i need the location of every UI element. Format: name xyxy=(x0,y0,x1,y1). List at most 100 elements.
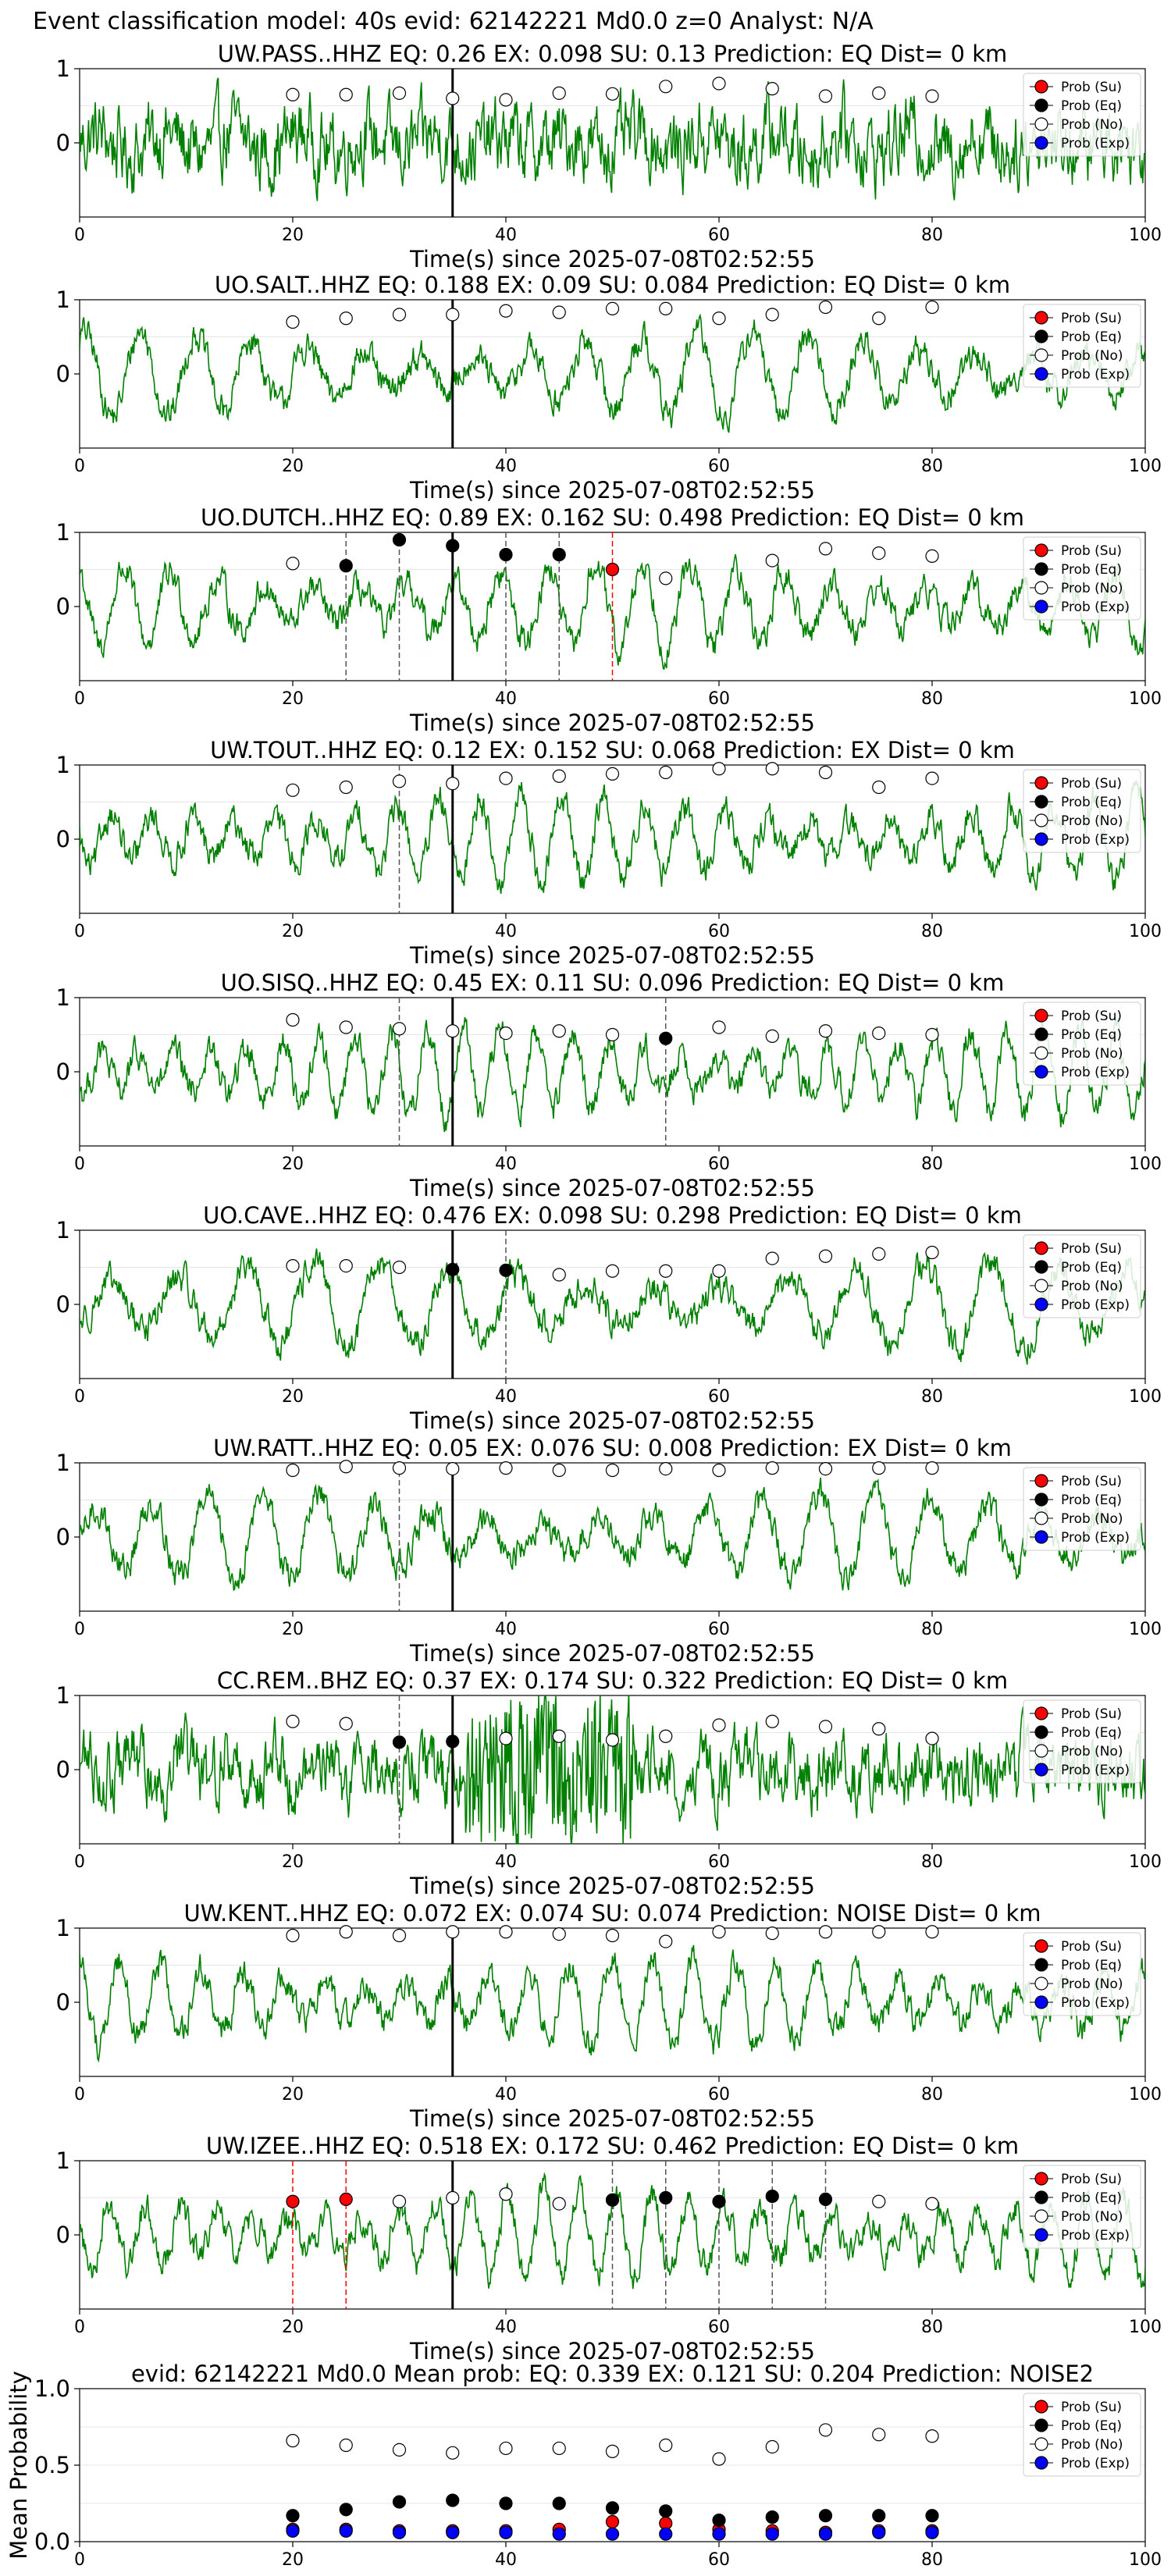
panel-title: UO.SISQ..HHZ EQ: 0.45 EX: 0.11 SU: 0.096… xyxy=(221,970,1005,996)
legend-label: Prob (No) xyxy=(1061,2437,1123,2453)
x-tick-label: 100 xyxy=(1129,1620,1162,1639)
panel-title: evid: 62142221 Md0.0 Mean prob: EQ: 0.33… xyxy=(131,2361,1094,2387)
legend-label: Prob (No) xyxy=(1061,581,1123,596)
x-tick-label: 100 xyxy=(1129,457,1162,476)
prob-marker-no xyxy=(765,1927,779,1941)
prob-marker-no xyxy=(818,1249,833,1263)
prob-marker-no xyxy=(286,783,300,797)
legend-box xyxy=(1023,769,1141,853)
mean-marker-exp xyxy=(925,2525,939,2539)
prob-marker-eq xyxy=(392,532,407,547)
waveform-panel: 0 20 40 60 80 100 0 1 UW.RATT..HHZ EQ: 0.05 EX: … xyxy=(56,1435,1162,1667)
x-tick-label: 40 xyxy=(495,1852,517,1872)
legend-marker xyxy=(1034,136,1048,150)
prob-marker-no xyxy=(659,1461,673,1476)
prob-marker-no xyxy=(552,769,566,783)
prob-marker-no xyxy=(605,1733,620,1747)
prob-marker-no xyxy=(286,557,300,571)
legend-marker xyxy=(1034,1511,1048,1525)
x-tick-label: 40 xyxy=(495,226,517,245)
legend-label: Prob (Eq) xyxy=(1061,1958,1122,1973)
waveform-group xyxy=(80,313,1145,433)
mean-marker-no xyxy=(339,2438,353,2453)
prob-marker-eq xyxy=(605,2193,620,2207)
x-tick-label: 20 xyxy=(282,2085,304,2105)
prob-marker-no xyxy=(499,771,513,785)
x-tick-label: 80 xyxy=(921,922,943,941)
x-tick-label: 100 xyxy=(1129,2085,1162,2105)
x-tick-label: 100 xyxy=(1129,922,1162,941)
legend-marker xyxy=(1034,2456,1048,2470)
prob-marker-no xyxy=(818,542,833,556)
waveform-group xyxy=(80,1477,1145,1592)
prob-marker-no xyxy=(446,1925,460,1939)
x-tick-label: 40 xyxy=(495,1620,517,1639)
legend-label: Prob (Exp) xyxy=(1061,1763,1130,1778)
legend-label: Prob (No) xyxy=(1061,1744,1123,1759)
prob-marker-no xyxy=(446,1024,460,1038)
prob-marker-eq xyxy=(659,1031,673,1045)
prob-marker-no xyxy=(712,762,726,776)
prob-marker-no xyxy=(925,1245,939,1260)
x-tick-label: 100 xyxy=(1129,2550,1162,2570)
mean-marker-eq xyxy=(712,2513,726,2528)
legend-marker xyxy=(1034,1706,1048,1720)
prob-marker-no xyxy=(765,308,779,322)
y-tick-label: 1 xyxy=(56,55,70,82)
x-tick-label: 20 xyxy=(282,689,304,709)
prob-marker-eq xyxy=(818,2192,833,2206)
legend-marker xyxy=(1034,1763,1048,1777)
x-tick-label: 60 xyxy=(708,226,730,245)
prob-marker-eq xyxy=(659,2190,673,2205)
panel-title: UW.RATT..HHZ EQ: 0.05 EX: 0.076 SU: 0.00… xyxy=(213,1435,1012,1461)
legend-marker xyxy=(1034,1241,1048,1255)
panel-title: UW.IZEE..HHZ EQ: 0.518 EX: 0.172 SU: 0.4… xyxy=(206,2133,1019,2159)
mean-marker-no xyxy=(392,2443,407,2457)
x-tick-label: 60 xyxy=(708,1620,730,1639)
x-axis-label: Time(s) since 2025-07-08T02:52:55 xyxy=(409,1640,815,1667)
legend-label: Prob (Su) xyxy=(1061,1474,1122,1489)
prob-marker-no xyxy=(712,1925,726,1939)
prob-marker-no xyxy=(392,774,407,788)
prob-marker-no xyxy=(712,1463,726,1478)
waveform-group xyxy=(80,1016,1145,1133)
x-tick-label: 80 xyxy=(921,2318,943,2337)
waveform-panel: 0 20 40 60 80 100 0 1 UO.SALT..HHZ EQ: 0.188 EX:… xyxy=(56,272,1162,503)
waveform-trace xyxy=(80,1695,1145,1844)
prob-marker-no xyxy=(712,1264,726,1278)
mean-marker-eq xyxy=(765,2510,779,2524)
prob-marker-no xyxy=(925,300,939,315)
legend-marker xyxy=(1034,1995,1048,2009)
prob-marker-eq xyxy=(552,547,566,562)
prob-marker-no xyxy=(872,86,886,100)
legend-marker xyxy=(1034,1939,1048,1953)
prob-marker-no xyxy=(446,1461,460,1476)
x-tick-label: 20 xyxy=(282,2550,304,2570)
legend-box xyxy=(1023,1467,1141,1551)
prob-marker-no xyxy=(605,1463,620,1478)
prob-marker-no xyxy=(286,315,300,329)
legend-box xyxy=(1023,1002,1141,1086)
waveform-trace xyxy=(80,1016,1145,1133)
prob-marker-no xyxy=(286,1463,300,1478)
legend-marker xyxy=(1034,1976,1048,1991)
legend-label: Prob (Exp) xyxy=(1061,2228,1130,2243)
prob-marker-no xyxy=(872,2194,886,2208)
prob-marker-no xyxy=(339,1258,353,1273)
mean-marker-eq xyxy=(552,2496,566,2510)
x-axis-label: Time(s) since 2025-07-08T02:52:55 xyxy=(409,1175,815,1201)
legend-marker xyxy=(1034,98,1048,112)
y-tick-label: 0 xyxy=(56,826,70,852)
prob-marker-no xyxy=(818,765,833,780)
prob-marker-no xyxy=(765,762,779,776)
x-tick-label: 80 xyxy=(921,1852,943,1872)
prob-marker-no xyxy=(659,80,673,94)
waveform-group xyxy=(80,77,1145,201)
prob-marker-no xyxy=(499,1925,513,1939)
prob-marker-no xyxy=(818,1720,833,1734)
legend-marker xyxy=(1034,795,1048,809)
prob-marker-no xyxy=(339,1717,353,1731)
legend-marker xyxy=(1034,1493,1048,1507)
legend-marker xyxy=(1034,1744,1048,1758)
x-tick-label: 20 xyxy=(282,922,304,941)
